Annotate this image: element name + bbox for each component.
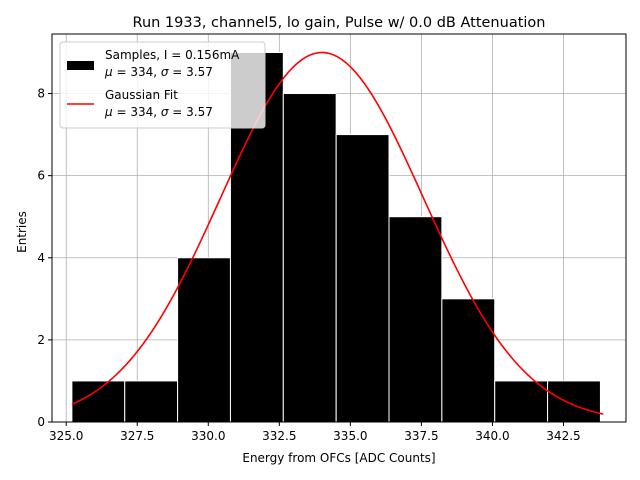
legend-swatch-samples	[67, 61, 94, 70]
x-axis-label: Energy from OFCs [ADC Counts]	[242, 451, 435, 465]
histogram-bar	[282, 93, 337, 423]
legend-stats-fit: μ = 334, σ = 3.57	[104, 105, 213, 119]
x-tick-label: 325.0	[49, 429, 83, 443]
x-tick-label: 335.0	[333, 429, 367, 443]
histogram-bar	[388, 216, 443, 423]
histogram-bar	[124, 380, 179, 423]
x-tick-label: 337.5	[404, 429, 438, 443]
chart-title: Run 1933, channel5, lo gain, Pulse w/ 0.…	[133, 15, 546, 31]
y-tick-label: 0	[37, 415, 45, 429]
legend-stats-samples: μ = 334, σ = 3.57	[104, 65, 213, 79]
x-tick-label: 330.0	[191, 429, 225, 443]
legend-label-samples: Samples, I = 0.156mA	[105, 48, 240, 62]
legend: Samples, I = 0.156mA μ = 334, σ = 3.57 G…	[59, 41, 266, 129]
y-tick-label: 6	[37, 169, 45, 183]
legend-box	[59, 41, 266, 129]
y-tick-label: 8	[37, 87, 45, 101]
y-axis-ticks: 0 2 4 6 8	[37, 87, 52, 429]
y-axis-label: Entries	[15, 211, 29, 253]
histogram-bar	[494, 380, 549, 423]
histogram-bar	[71, 380, 126, 423]
histogram-bar	[441, 298, 496, 423]
gaussian-fit-line	[71, 51, 604, 415]
gaussian-fit	[71, 51, 604, 415]
plot-frame	[51, 33, 627, 423]
y-tick-label: 4	[37, 251, 45, 265]
x-axis-ticks: 325.0 327.5 330.0 332.5 335.0 337.5 340.0 342.5	[49, 422, 581, 443]
histogram-bar	[335, 134, 390, 423]
legend-label-fit: Gaussian Fit	[105, 88, 178, 102]
x-tick-label: 332.5	[262, 429, 296, 443]
histogram-bar	[177, 257, 231, 423]
y-tick-label: 2	[37, 333, 45, 347]
x-tick-label: 327.5	[120, 429, 154, 443]
x-tick-label: 342.5	[546, 429, 580, 443]
x-tick-label: 340.0	[475, 429, 509, 443]
histogram-bar	[547, 380, 601, 423]
